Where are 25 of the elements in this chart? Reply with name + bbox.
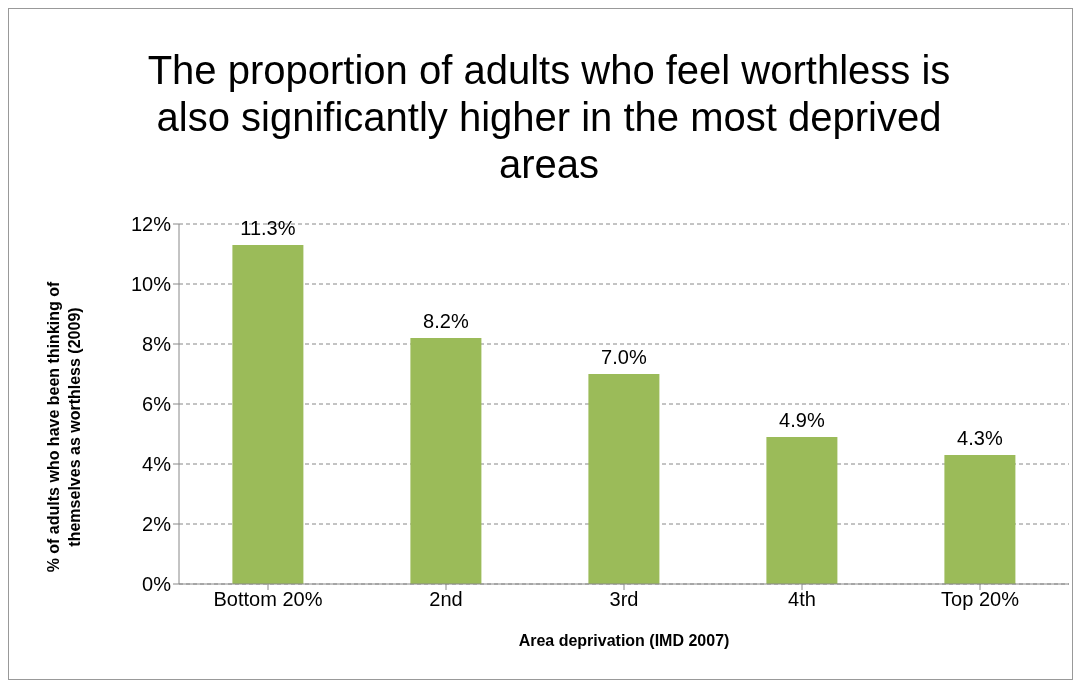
x-tick-label: Top 20% xyxy=(941,588,1020,611)
y-tick-label: 8% xyxy=(142,333,172,356)
data-label: 4.9% xyxy=(779,409,825,431)
bar xyxy=(410,338,482,584)
chart-title: The proportion of adults who feel worthless is also significantly higher in the most deprived areas xyxy=(146,47,952,188)
y-tick-label: 0% xyxy=(142,573,172,596)
data-label: 11.3% xyxy=(240,217,296,239)
y-axis-title: % of adults who have been thinking of themselves as worthless (2009) xyxy=(44,280,84,575)
y-tick-label: 10% xyxy=(130,273,172,296)
x-tick-label: 3rd xyxy=(609,588,639,611)
data-label: 7.0% xyxy=(601,346,647,368)
y-tick-label: 2% xyxy=(142,513,172,536)
data-label: 4.3% xyxy=(957,427,1003,449)
bar xyxy=(588,374,660,584)
x-tick-label: 4th xyxy=(788,588,816,611)
y-tick-label: 12% xyxy=(130,213,172,236)
x-tick-label: 2nd xyxy=(429,588,463,611)
bar xyxy=(232,245,304,584)
bar xyxy=(766,437,838,584)
bar xyxy=(944,455,1016,584)
x-tick-label: Bottom 20% xyxy=(213,588,323,611)
data-label: 8.2% xyxy=(423,310,469,332)
y-tick-label: 6% xyxy=(142,393,172,416)
x-axis-title: Area deprivation (IMD 2007) xyxy=(518,632,730,649)
y-tick-label: 4% xyxy=(142,453,172,476)
